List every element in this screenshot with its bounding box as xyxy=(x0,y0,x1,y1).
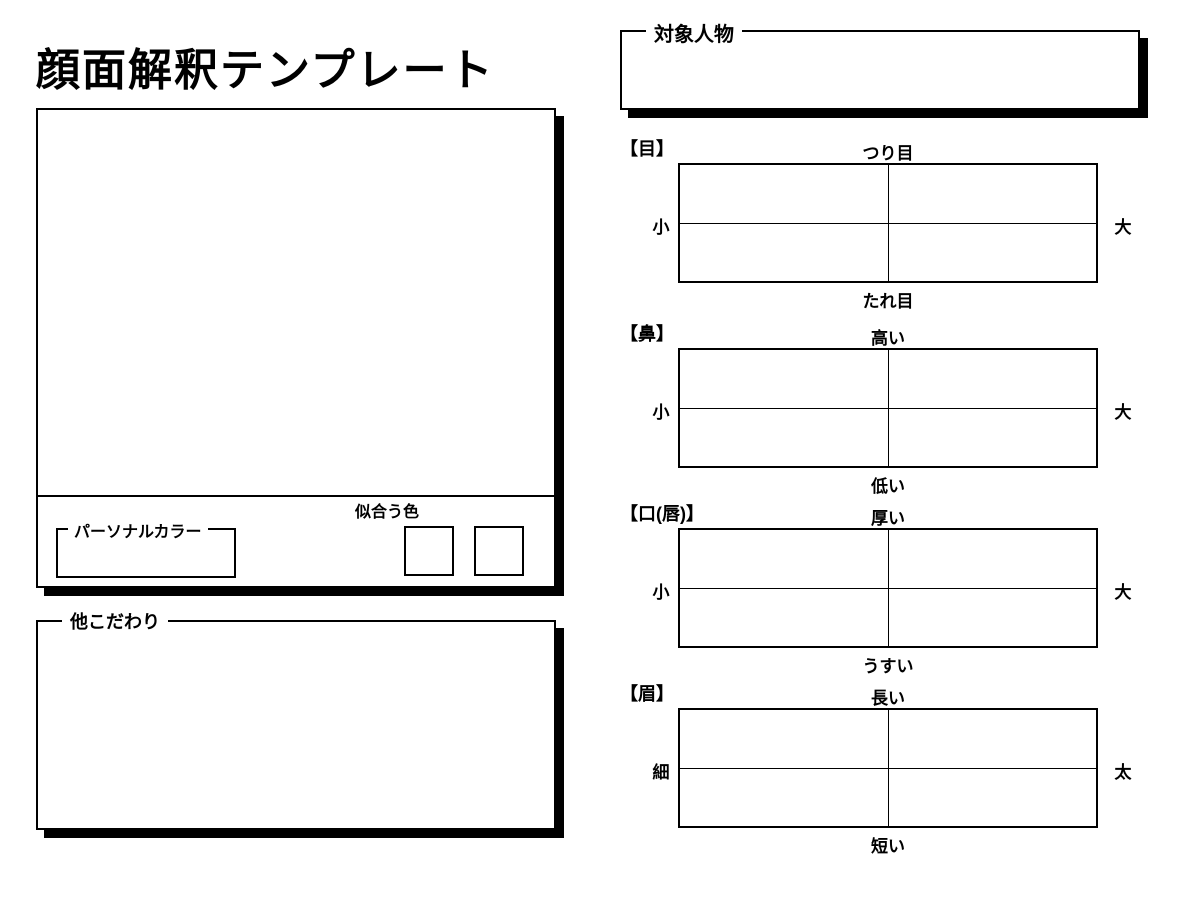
quadrant-nose-right-label: 大 xyxy=(1108,398,1138,423)
quadrant-eyebrow: 【眉】 長い 細 太 短い xyxy=(620,680,1160,860)
quadrant-nose-bottom-label: 低い xyxy=(678,472,1098,497)
portrait-divider xyxy=(38,495,554,497)
notes-box[interactable]: 他こだわり xyxy=(36,620,556,830)
personal-color-legend: パーソナルカラー xyxy=(68,518,208,542)
quadrant-eyebrow-top-label: 長い xyxy=(678,684,1098,709)
quadrant-vline xyxy=(888,165,889,281)
quadrant-mouth-right-label: 大 xyxy=(1108,578,1138,603)
personal-color-field[interactable]: パーソナルカラー xyxy=(56,528,236,578)
color-swatch-2[interactable] xyxy=(474,526,524,576)
quadrant-mouth-top-label: 厚い xyxy=(678,504,1098,529)
quadrant-nose-title: 【鼻】 xyxy=(620,320,674,346)
quadrant-eye-right-label: 大 xyxy=(1108,213,1138,238)
quadrant-eyebrow-title: 【眉】 xyxy=(620,680,674,706)
color-swatch-1[interactable] xyxy=(404,526,454,576)
quadrant-mouth: 【口(唇)】 厚い 小 大 うすい xyxy=(620,500,1160,680)
quadrant-eye-bottom-label: たれ目 xyxy=(678,287,1098,312)
quadrant-vline xyxy=(888,350,889,466)
quadrant-eye-left-label: 小 xyxy=(646,213,676,238)
quadrant-nose-top-label: 高い xyxy=(678,324,1098,349)
quadrant-mouth-left-label: 小 xyxy=(646,578,676,603)
target-person-legend: 対象人物 xyxy=(646,18,742,47)
quadrant-mouth-bottom-label: うすい xyxy=(678,652,1098,677)
quadrant-eyebrow-left-label: 細 xyxy=(646,758,676,783)
page-title: 顔面解釈テンプレート xyxy=(36,34,495,98)
portrait-box[interactable]: パーソナルカラー 似合う色 xyxy=(36,108,556,588)
quadrant-eye-title: 【目】 xyxy=(620,135,674,161)
quadrant-mouth-box[interactable] xyxy=(678,528,1098,648)
quadrant-nose-box[interactable] xyxy=(678,348,1098,468)
quadrant-eye-box[interactable] xyxy=(678,163,1098,283)
quadrant-eyebrow-box[interactable] xyxy=(678,708,1098,828)
quadrant-nose-left-label: 小 xyxy=(646,398,676,423)
suited-color-label: 似合う色 xyxy=(355,498,419,522)
quadrant-eyebrow-bottom-label: 短い xyxy=(678,832,1098,857)
notes-legend: 他こだわり xyxy=(62,608,168,634)
quadrant-eye: 【目】 つり目 小 大 たれ目 xyxy=(620,135,1160,315)
quadrant-vline xyxy=(888,710,889,826)
quadrant-eyebrow-right-label: 太 xyxy=(1108,758,1138,783)
target-person-box[interactable]: 対象人物 xyxy=(620,30,1140,110)
quadrant-eye-top-label: つり目 xyxy=(678,139,1098,164)
quadrant-vline xyxy=(888,530,889,646)
quadrant-nose: 【鼻】 高い 小 大 低い xyxy=(620,320,1160,500)
